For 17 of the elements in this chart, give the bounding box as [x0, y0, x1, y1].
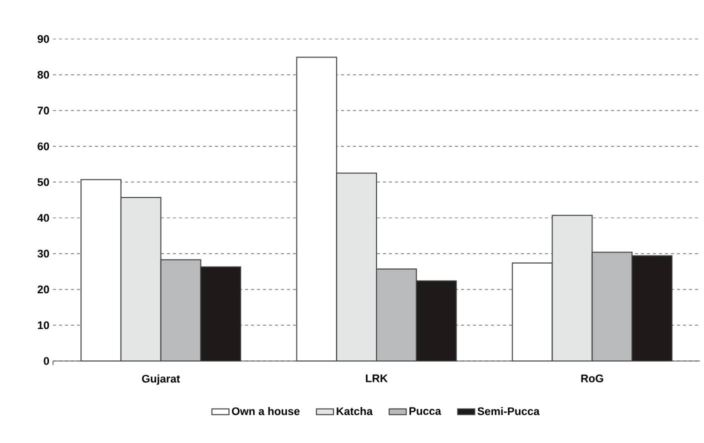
y-tick-label: 90 [38, 35, 50, 43]
legend-label: Katcha [336, 407, 373, 416]
legend-label: Semi-Pucca [478, 407, 540, 416]
y-tick-label: 50 [38, 178, 50, 186]
y-tick-label: 0 [44, 357, 50, 365]
x-tick-label: RoG [581, 374, 604, 382]
y-tick-label: 70 [38, 106, 50, 114]
y-tick-label: 10 [38, 321, 50, 330]
y-tick-label: 80 [38, 70, 50, 79]
y-tick-label: 30 [37, 250, 50, 258]
legend-label: Own a house [232, 407, 300, 416]
x-tick-label: LRK [366, 374, 388, 382]
legend-label: Pucca [409, 407, 442, 415]
x-tick-label: Gujarat [142, 374, 180, 385]
y-tick-label: 40 [37, 214, 50, 222]
y-tick-label: 60 [38, 142, 50, 150]
y-tick-label: 20 [38, 286, 50, 294]
